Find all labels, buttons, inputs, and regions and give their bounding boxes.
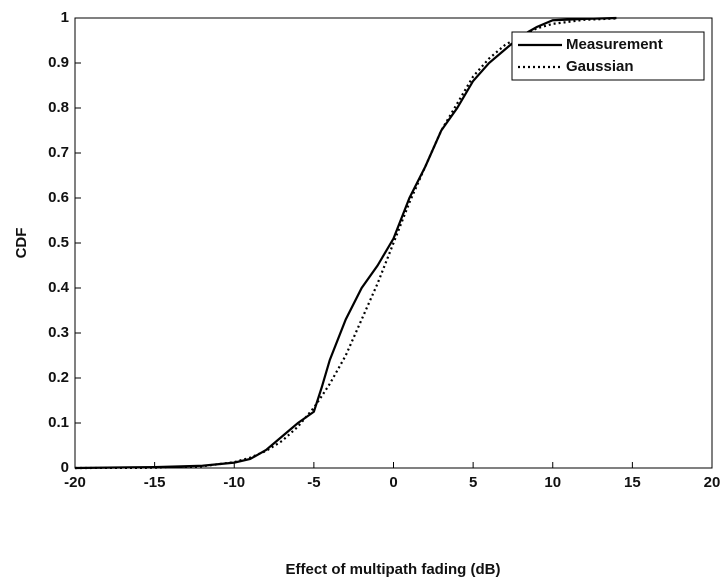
- x-tick-label: 5: [469, 474, 477, 491]
- y-tick-label: 0.7: [48, 144, 69, 161]
- y-tick-label: 0.8: [48, 99, 69, 116]
- x-tick-label: -20: [64, 474, 86, 491]
- x-axis-label: Effect of multipath fading (dB): [286, 561, 501, 578]
- y-tick-label: 0.5: [48, 234, 69, 251]
- x-tick-label: -5: [307, 474, 320, 491]
- y-tick-label: 0.6: [48, 189, 69, 206]
- legend-box: [511, 31, 705, 81]
- x-tick-label: 15: [624, 474, 641, 491]
- y-tick-label: 0.4: [48, 279, 70, 296]
- y-tick-label: 0.1: [48, 414, 69, 431]
- x-tick-label: 10: [544, 474, 561, 491]
- x-tick-label: -15: [144, 474, 166, 491]
- line-series: [74, 17, 617, 470]
- legend-label: Gaussian: [566, 58, 634, 75]
- y-tick-label: 0.3: [48, 324, 69, 341]
- x-tick-label: 20: [704, 474, 721, 491]
- x-tick-label: 0: [389, 474, 397, 491]
- y-tick-label: 1: [61, 9, 69, 26]
- y-tick-label: 0.2: [48, 369, 69, 386]
- y-tick-label: 0: [61, 459, 69, 476]
- y-tick-label: 0.9: [48, 54, 69, 71]
- legend-label: Measurement: [566, 36, 663, 53]
- x-tick-label: -10: [223, 474, 245, 491]
- y-axis-label: CDF: [13, 228, 30, 259]
- line-series: [74, 16, 617, 470]
